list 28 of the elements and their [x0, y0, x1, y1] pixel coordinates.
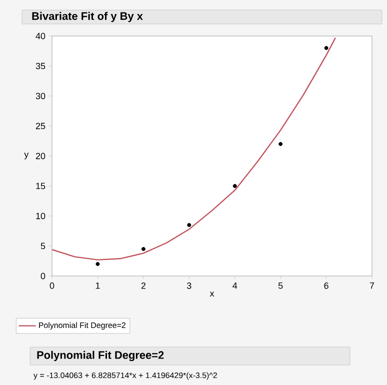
y-tick-label: 25: [36, 122, 46, 130]
point: [187, 223, 192, 227]
y-axis-title: y: [24, 152, 29, 160]
y-tick-label: 35: [36, 62, 46, 70]
x-tick-label: 5: [278, 282, 283, 289]
y-tick-label: 15: [36, 182, 46, 190]
point: [324, 46, 328, 50]
x-tick-label: 3: [186, 282, 192, 289]
x-tick-label: 7: [370, 282, 374, 289]
y-tick-label: 30: [36, 92, 46, 100]
y-tick-label: 0: [40, 272, 46, 280]
y-tick-label: 40: [36, 32, 46, 40]
text: Polynomial Fit Degree=2: [37, 350, 164, 362]
y-tick-label: 10: [36, 212, 46, 220]
point: [278, 142, 283, 146]
y-tick-label: 5: [40, 242, 46, 250]
x-tick-label: 2: [141, 282, 146, 289]
line-series: [52, 37, 336, 260]
x-axis-title: x: [210, 292, 214, 296]
x-tick-label: 4: [232, 282, 238, 289]
chart-title: Bivariate Fit of y By x: [32, 12, 143, 22]
x-tick-label: 0: [50, 282, 54, 289]
point: [96, 262, 100, 266]
x-tick-label: 6: [324, 282, 328, 289]
x-tick-label: 1: [96, 282, 100, 289]
y-tick-label: 20: [36, 152, 46, 160]
point: [232, 184, 237, 188]
point: [141, 247, 146, 251]
